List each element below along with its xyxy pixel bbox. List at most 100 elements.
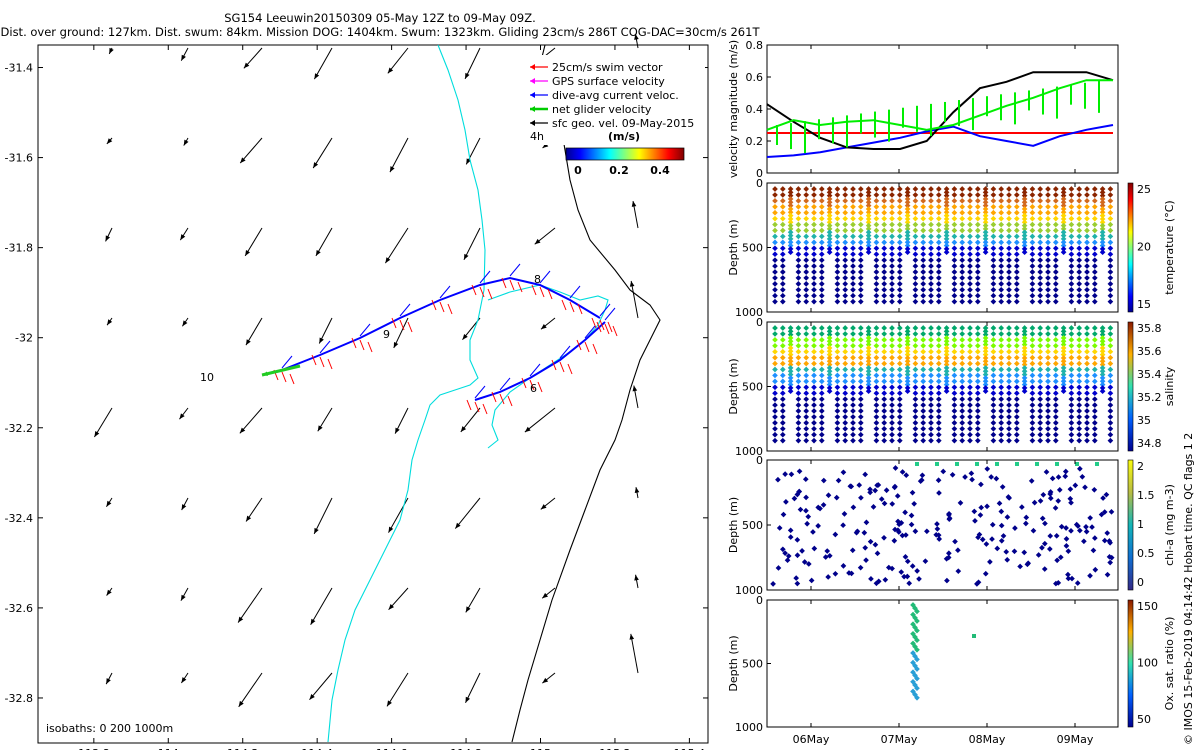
data-point bbox=[1068, 192, 1075, 198]
data-point bbox=[982, 219, 989, 226]
data-point bbox=[959, 215, 966, 222]
data-point bbox=[1029, 245, 1036, 252]
arrow-head bbox=[385, 257, 391, 264]
data-point bbox=[914, 675, 920, 682]
data-point bbox=[1076, 348, 1083, 355]
data-point bbox=[881, 298, 888, 305]
data-point bbox=[850, 342, 856, 349]
y-tick-label: 0 bbox=[756, 454, 763, 467]
data-point bbox=[912, 348, 919, 355]
data-point bbox=[1037, 337, 1044, 343]
data-point bbox=[1067, 495, 1074, 502]
data-point bbox=[904, 378, 911, 385]
data-point bbox=[1055, 580, 1062, 586]
data-point bbox=[1021, 365, 1028, 371]
data-point bbox=[951, 342, 958, 349]
data-point bbox=[1029, 215, 1036, 222]
data-point bbox=[857, 239, 864, 246]
colorbar-tick-label: 35.8 bbox=[1137, 322, 1162, 335]
arrow-head bbox=[634, 34, 639, 40]
data-point bbox=[811, 186, 817, 192]
data-point bbox=[951, 378, 958, 385]
data-point bbox=[787, 385, 794, 391]
data-point bbox=[1029, 325, 1036, 331]
data-point bbox=[920, 420, 927, 426]
data-point bbox=[982, 199, 989, 206]
map-y-tick-label: -32.4 bbox=[5, 512, 33, 525]
data-point bbox=[1052, 233, 1059, 240]
data-point bbox=[815, 504, 822, 511]
data-point bbox=[1045, 396, 1051, 402]
data-point bbox=[920, 215, 927, 222]
data-point bbox=[982, 226, 989, 232]
data-point bbox=[967, 325, 973, 331]
data-point bbox=[797, 506, 804, 513]
data-point bbox=[1091, 298, 1098, 305]
data-point bbox=[1060, 378, 1067, 385]
data-point bbox=[873, 580, 880, 587]
colorbar-tick-label: 2 bbox=[1137, 460, 1144, 473]
copyright-footer: © IMOS 15-Feb-2019 04:14:42 Hobart time.… bbox=[1182, 433, 1195, 745]
data-point bbox=[998, 298, 1005, 305]
data-point bbox=[943, 341, 950, 348]
data-point bbox=[951, 209, 958, 216]
data-point bbox=[998, 198, 1005, 204]
data-point bbox=[850, 366, 856, 373]
data-point bbox=[990, 360, 997, 367]
data-point bbox=[1107, 192, 1114, 198]
data-point bbox=[1076, 227, 1083, 234]
data-point bbox=[803, 425, 810, 432]
data-point bbox=[881, 292, 888, 299]
data-point bbox=[873, 425, 880, 432]
data-point bbox=[842, 269, 849, 275]
arrow-shaft bbox=[524, 407, 556, 433]
geo-velocity-arrow bbox=[387, 47, 409, 74]
data-point bbox=[1052, 325, 1059, 331]
data-point bbox=[857, 233, 864, 240]
data-point bbox=[1084, 390, 1090, 397]
data-point bbox=[959, 378, 966, 385]
isobath-1000m bbox=[327, 44, 486, 743]
data-point bbox=[1037, 257, 1044, 263]
data-point bbox=[940, 468, 947, 475]
colorbar-title: (m/s) bbox=[608, 130, 640, 143]
data-point bbox=[982, 202, 989, 209]
data-point bbox=[857, 425, 864, 432]
data-point bbox=[1090, 547, 1097, 554]
data-point bbox=[1084, 275, 1090, 281]
data-point bbox=[990, 245, 997, 252]
data-point bbox=[850, 390, 856, 397]
data-point bbox=[1107, 286, 1114, 293]
data-point bbox=[1091, 186, 1098, 192]
current-vector bbox=[474, 385, 486, 399]
arrow-shaft bbox=[261, 364, 301, 377]
data-point bbox=[1084, 245, 1090, 252]
data-point bbox=[1037, 402, 1044, 408]
geo-velocity-arrow bbox=[245, 497, 263, 522]
data-point bbox=[896, 360, 903, 367]
data-point bbox=[1068, 227, 1075, 234]
data-point bbox=[857, 227, 864, 234]
data-point bbox=[896, 337, 903, 343]
data-point bbox=[959, 198, 966, 204]
data-point bbox=[850, 269, 856, 275]
data-point bbox=[842, 378, 849, 385]
data-point bbox=[826, 239, 833, 246]
data-point bbox=[795, 325, 802, 331]
data-point bbox=[826, 236, 833, 242]
data-point bbox=[1060, 222, 1067, 229]
data-point bbox=[990, 257, 997, 263]
data-point bbox=[818, 275, 825, 281]
data-point bbox=[1037, 414, 1044, 420]
data-point bbox=[849, 547, 856, 554]
data-point bbox=[982, 351, 989, 358]
data-point bbox=[951, 251, 958, 258]
data-point bbox=[912, 390, 919, 397]
geo-velocity-arrow bbox=[179, 227, 189, 241]
data-point bbox=[873, 431, 880, 438]
data-point bbox=[974, 245, 981, 252]
data-point bbox=[889, 501, 896, 507]
data-point bbox=[857, 414, 864, 420]
colorbar-tick-label: 15 bbox=[1137, 298, 1151, 311]
data-point bbox=[1052, 408, 1059, 414]
